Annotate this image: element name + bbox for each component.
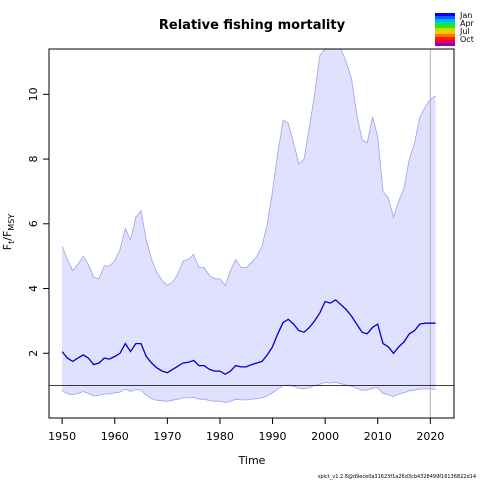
y-axis-label-sub-msy: MSY (7, 214, 16, 231)
legend-color-bar-3 (435, 19, 455, 22)
x-tick-label: 1960 (101, 430, 129, 443)
legend-color-bar-11 (435, 43, 455, 46)
legend-label-oct: Oct (460, 35, 474, 44)
x-tick-label: 1980 (206, 430, 234, 443)
legend-color-bar-10 (435, 40, 455, 43)
y-tick-label: 10 (27, 87, 40, 101)
legend-color-bar-8 (435, 34, 455, 37)
confidence-band (62, 49, 436, 403)
y-axis-label-main: F (1, 244, 14, 250)
y-tick-label: 2 (27, 350, 40, 357)
x-tick-label: 2000 (311, 430, 339, 443)
legend-color-bar-2 (435, 16, 455, 19)
legend-label-jan: Jan (459, 11, 472, 20)
upper-bound-line (61, 49, 436, 287)
x-tick-label: 2010 (364, 430, 392, 443)
legend-color-bar-5 (435, 25, 455, 28)
x-tick-label: 1970 (153, 430, 181, 443)
legend-color-bar-7 (435, 31, 455, 34)
plot-frame (48, 48, 455, 419)
x-tick-label: 2020 (416, 430, 444, 443)
x-tick-label: 1950 (48, 430, 76, 443)
y-axis-label: Ft/FMSY (1, 214, 16, 250)
y-tick-label: 4 (27, 285, 40, 292)
legend-color-bar-6 (435, 28, 455, 31)
legend-label-apr: Apr (460, 19, 475, 28)
version-footnote: spict_v1.2.8@d9ece0a31623f1a26d3cb432849… (318, 474, 476, 480)
y-axis-label-sub-t: t (7, 241, 16, 244)
y-tick-label: 8 (27, 156, 40, 163)
y-tick-label: 6 (27, 220, 40, 227)
x-axis-label: Time (238, 454, 266, 467)
median-estimate-line (61, 299, 436, 376)
legend-color-bar-9 (435, 37, 455, 40)
season-legend: Jan Apr Jul Oct (435, 11, 475, 46)
legend-color-bar-1 (435, 13, 455, 16)
x-tick-label: 1990 (259, 430, 287, 443)
legend-color-bar-4 (435, 22, 455, 25)
plot-layer (49, 49, 454, 418)
chart-title: Relative fishing mortality (159, 18, 346, 33)
legend-label-jul: Jul (459, 27, 470, 36)
y-axis-label-sep: /F (1, 231, 14, 241)
lower-bound-line (61, 381, 436, 403)
x-axis: 1950 1960 1970 1980 1990 2000 2010 2020 (48, 418, 444, 443)
y-axis: 2 4 6 8 10 (27, 87, 49, 357)
